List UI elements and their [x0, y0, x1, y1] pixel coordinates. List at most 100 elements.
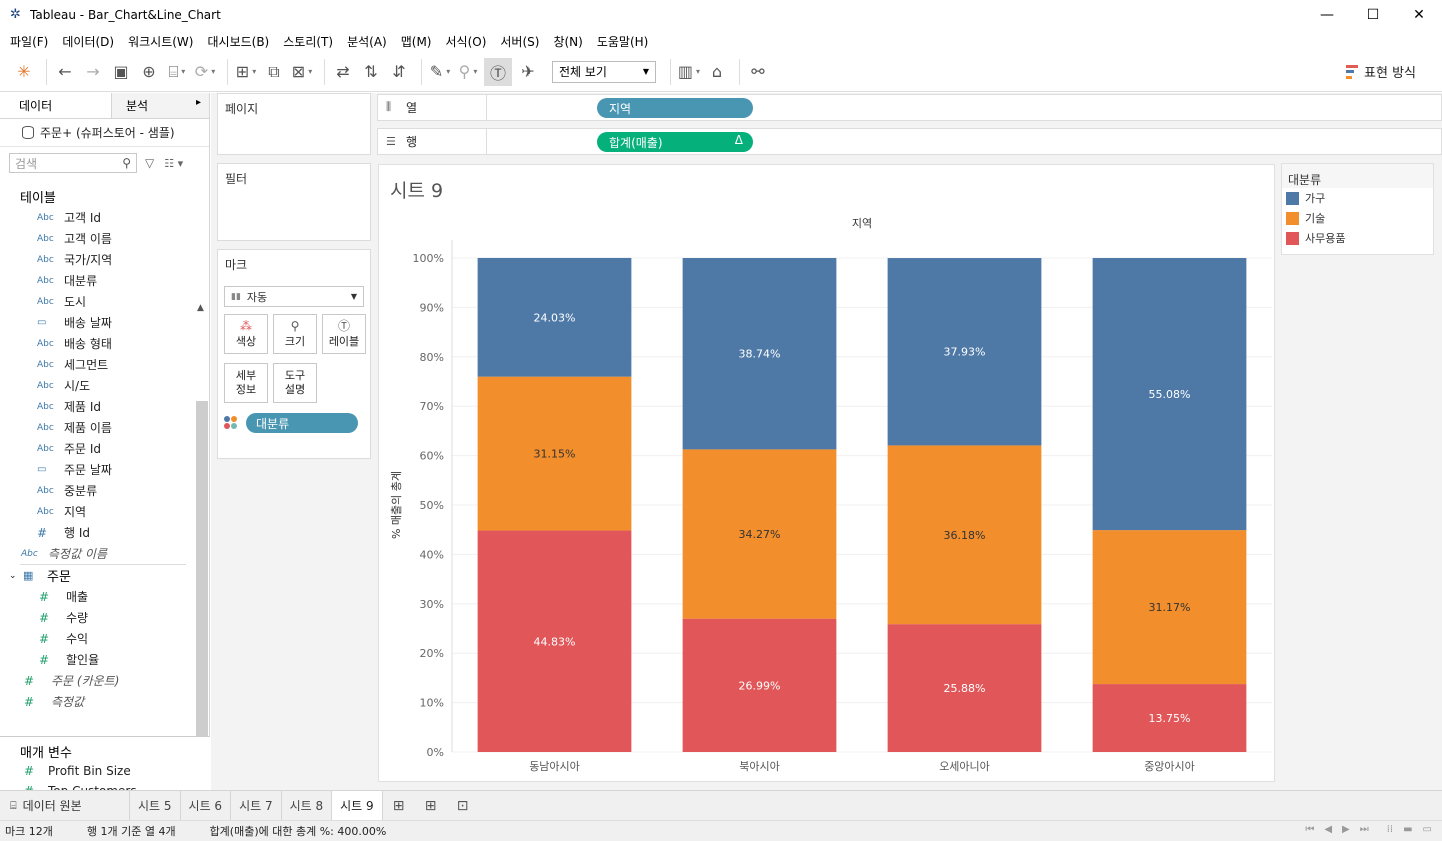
tab-analysis[interactable]: 분석 ▸: [112, 93, 209, 118]
legend-item[interactable]: 기술: [1282, 208, 1433, 228]
field-item[interactable]: Abc 국가/지역: [0, 249, 194, 270]
measure-item[interactable]: # 측정값: [0, 691, 194, 712]
menu-item[interactable]: 서버(S): [500, 34, 540, 49]
menu-item[interactable]: 데이터(D): [62, 34, 115, 49]
table-item-orders[interactable]: ⌄ ▦ 주문: [0, 565, 194, 586]
highlight-icon[interactable]: ✎ ▾: [429, 62, 451, 81]
minimize-button[interactable]: —: [1320, 7, 1334, 23]
filter-icon[interactable]: ▽: [145, 156, 155, 170]
legend-item[interactable]: 사무용품: [1282, 228, 1433, 248]
new-dashboard-icon[interactable]: ⊞: [424, 797, 437, 814]
field-measure-names[interactable]: Abc 측정값 이름: [0, 543, 194, 564]
sheet-tab[interactable]: 시트 9: [332, 791, 383, 820]
label-button[interactable]: Ⓣ 레이블: [322, 314, 366, 354]
menu-item[interactable]: 서식(O): [445, 34, 487, 49]
show-me-button[interactable]: 표현 방식: [1346, 62, 1416, 81]
filters-card[interactable]: 필터: [217, 163, 371, 241]
sheet-tab[interactable]: 시트 6: [181, 791, 232, 820]
show-mark-labels-icon[interactable]: Ⓣ: [484, 57, 512, 86]
datasource-tab[interactable]: ⌸ 데이터 원본: [0, 791, 130, 820]
sheet-title[interactable]: 시트 9: [390, 180, 444, 202]
view-options-icon[interactable]: ☷ ▾: [164, 156, 184, 170]
field-item[interactable]: ▭ 배송 날짜: [0, 312, 194, 333]
sheet-tab[interactable]: 시트 5: [130, 791, 181, 820]
color-button[interactable]: ⁂ 색상: [224, 314, 268, 354]
pin-axes-icon[interactable]: ✈: [521, 62, 535, 81]
measure-item[interactable]: # 할인율: [0, 649, 194, 670]
presentation-mode-icon[interactable]: ⌂: [711, 62, 723, 81]
maximize-button[interactable]: ☐: [1366, 7, 1380, 23]
show-cards-icon[interactable]: ▥ ▾: [677, 62, 701, 81]
new-worksheet-icon[interactable]: ⊞ ▾: [235, 62, 257, 81]
show-tabs-icon[interactable]: ▭: [1422, 824, 1432, 835]
columns-drop-area[interactable]: 지역: [487, 93, 1442, 121]
share-icon[interactable]: ⚯: [751, 62, 765, 81]
prev-sheet-icon[interactable]: ◀: [1324, 824, 1333, 835]
sheet-tab[interactable]: 시트 7: [231, 791, 282, 820]
parameter-item[interactable]: # Profit Bin Size: [0, 761, 210, 781]
show-filmstrip-icon[interactable]: ▬: [1403, 824, 1413, 835]
pages-card[interactable]: 페이지: [217, 93, 371, 155]
tableau-home-icon[interactable]: ✳: [17, 62, 31, 81]
scrollbar-thumb[interactable]: [196, 401, 208, 813]
sort-descending-icon[interactable]: ⇵: [392, 62, 406, 81]
redo-icon[interactable]: →: [86, 62, 100, 81]
group-members-icon[interactable]: ⚲ ▾: [458, 62, 478, 81]
menu-item[interactable]: 맵(M): [400, 34, 432, 49]
tooltip-button[interactable]: 도구 설명: [273, 363, 317, 403]
color-pill-category[interactable]: 대분류: [246, 413, 358, 433]
menu-item[interactable]: 분석(A): [347, 34, 387, 49]
next-sheet-icon[interactable]: ▶: [1342, 824, 1350, 835]
menu-item[interactable]: 스토리(T): [283, 34, 334, 49]
new-datasource-icon[interactable]: ⊕: [142, 62, 156, 81]
undo-icon[interactable]: ←: [58, 62, 72, 81]
measure-item[interactable]: # 수익: [0, 628, 194, 649]
datasource-item[interactable]: 주문+ (슈퍼스토어 - 샘플): [0, 119, 209, 147]
field-item[interactable]: Abc 배송 형태: [0, 333, 194, 354]
field-item[interactable]: Abc 세그먼트: [0, 354, 194, 375]
menu-item[interactable]: 파일(F): [10, 34, 49, 49]
columns-pill-region[interactable]: 지역: [597, 97, 753, 118]
new-worksheet-icon[interactable]: ⊞: [392, 797, 405, 814]
show-sheet-sorter-icon[interactable]: ⁞⁞: [1386, 824, 1394, 835]
last-sheet-icon[interactable]: ⏭: [1359, 824, 1369, 835]
sort-ascending-icon[interactable]: ⇅: [364, 62, 378, 81]
legend-item[interactable]: 가구: [1282, 188, 1433, 208]
sheet-tab[interactable]: 시트 8: [282, 791, 333, 820]
menu-item[interactable]: 대시보드(B): [207, 34, 270, 49]
swap-rows-columns-icon[interactable]: ⇄: [336, 62, 350, 81]
fit-select[interactable]: 전체 보기 ▼: [552, 60, 656, 83]
detail-button[interactable]: 세부 정보: [224, 363, 268, 403]
rows-pill-sales[interactable]: 합계(매출) Δ: [597, 131, 753, 152]
new-story-icon[interactable]: ⊡: [456, 797, 469, 814]
stacked-bar-chart[interactable]: 지역 0% 10% 20% 30% 40% 50% 60% 70% 80% 90% 100% % 매출의…: [379, 205, 1276, 783]
field-item[interactable]: Abc 제품 Id: [0, 396, 194, 417]
scroll-up-icon[interactable]: ▲: [197, 303, 204, 313]
field-item[interactable]: Abc 도시: [0, 291, 194, 312]
tab-data[interactable]: 데이터: [0, 93, 112, 118]
close-button[interactable]: ✕: [1413, 7, 1425, 23]
mark-type-select[interactable]: ▮▮ 자동 ▼: [224, 286, 364, 307]
duplicate-sheet-icon[interactable]: ⧉: [268, 61, 280, 81]
pause-updates-icon[interactable]: ⌸ ▾: [168, 61, 186, 81]
field-item[interactable]: Abc 고객 Id: [0, 207, 194, 228]
field-item[interactable]: Abc 시/도: [0, 375, 194, 396]
clear-sheet-icon[interactable]: ⊠ ▾: [291, 62, 313, 81]
first-sheet-icon[interactable]: ⏮: [1305, 824, 1315, 835]
measure-item[interactable]: # 매출: [0, 586, 194, 607]
field-item[interactable]: ▭ 주문 날짜: [0, 459, 194, 480]
menu-item[interactable]: 도움말(H): [596, 34, 649, 49]
field-item[interactable]: Abc 제품 이름: [0, 417, 194, 438]
save-icon[interactable]: ▣: [113, 62, 129, 81]
field-item[interactable]: Abc 중분류: [0, 480, 194, 501]
size-button[interactable]: ⚲ 크기: [273, 314, 317, 354]
measure-item[interactable]: # 수량: [0, 607, 194, 628]
field-item[interactable]: Abc 지역: [0, 501, 194, 522]
search-input[interactable]: 검색 ⚲: [9, 153, 137, 173]
menu-item[interactable]: 워크시트(W): [128, 34, 194, 49]
field-item[interactable]: Abc 고객 이름: [0, 228, 194, 249]
measure-item[interactable]: # 주문 (카운트): [0, 670, 194, 691]
field-item[interactable]: Abc 주문 Id: [0, 438, 194, 459]
field-item[interactable]: Abc 대분류: [0, 270, 194, 291]
rows-drop-area[interactable]: 합계(매출) Δ: [487, 127, 1442, 155]
